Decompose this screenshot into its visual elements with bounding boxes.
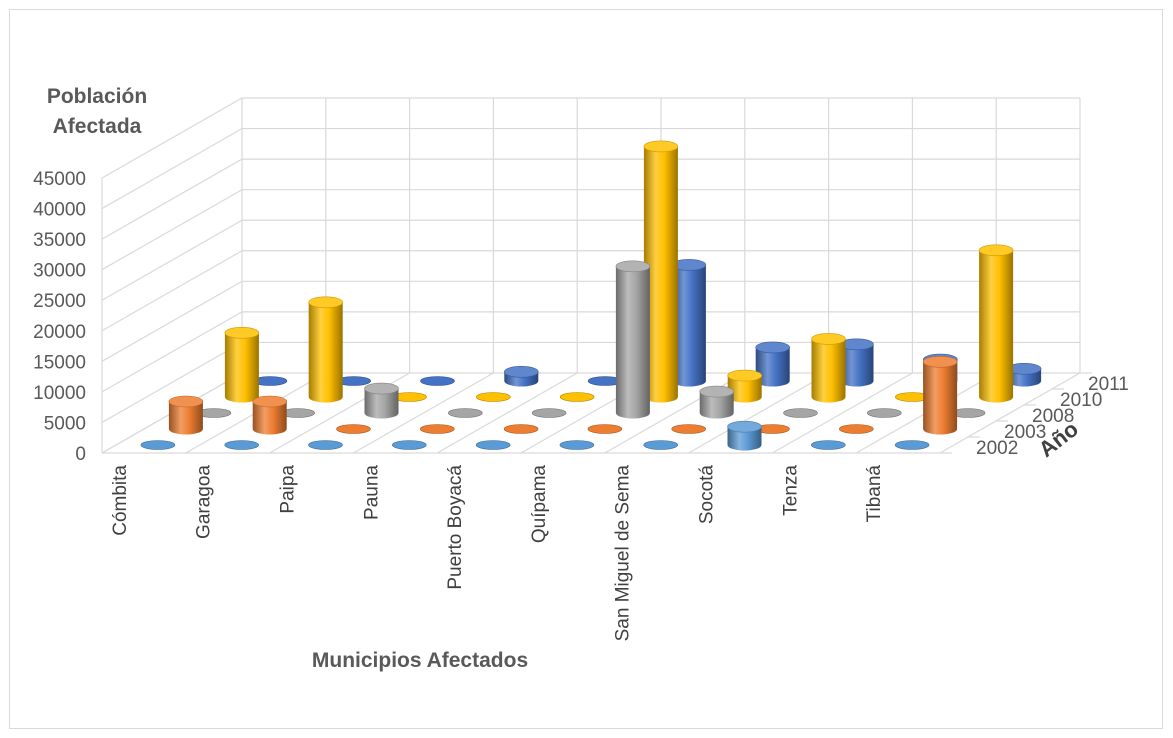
y-tick-label: 20000 (33, 322, 86, 343)
bar-2011-paipa (420, 376, 455, 386)
bar-2010-pauna (475, 392, 511, 402)
gridline-40000 (101, 127, 1080, 210)
bar-2003-cómbita (168, 395, 204, 435)
category-label: Quípama (529, 465, 550, 544)
y-axis-ticks: 0 5000 10000 15000 20000 25000 30000 35000 40000… (33, 169, 86, 465)
bar-2010-garagoa (308, 296, 344, 403)
bar-2008-san-miguel-de-sema (699, 385, 735, 419)
floor-line (939, 372, 1081, 454)
floor-line (772, 372, 913, 454)
floor-line (436, 372, 578, 454)
gridline-30000 (101, 189, 1080, 271)
y-tick-label: 30000 (33, 261, 86, 282)
y-tick-label: 40000 (33, 200, 86, 221)
y-tick-label: 10000 (33, 383, 86, 404)
bar-2002-socotá (727, 420, 762, 451)
y-axis-title-line2: Afectada (53, 115, 142, 138)
bar-2003-pauna (419, 424, 455, 434)
bar-2003-tenza (838, 424, 874, 434)
bar-2010-cómbita (224, 327, 260, 403)
gridline-35000 (101, 158, 1080, 240)
y-tick-label: 35000 (33, 230, 86, 251)
category-label: Cómbita (110, 465, 131, 536)
y-tick-label: 25000 (33, 291, 86, 312)
bar-2002-garagoa (224, 440, 259, 450)
bar-2008-tenza (866, 408, 902, 418)
bar-2008-pauna (447, 408, 483, 418)
bar-2008-puerto-boyacá (531, 408, 567, 418)
category-label: Puerto Boyacá (445, 465, 466, 590)
bar-2003-tibaná (922, 355, 958, 435)
bar-2002-puerto-boyacá (475, 440, 511, 450)
bar-2002-pauna (391, 440, 427, 450)
bar-2011-tibaná (1006, 362, 1042, 387)
grid-lines (101, 97, 1092, 454)
bar-2003-paipa (336, 424, 371, 434)
bar-2003-garagoa (252, 395, 288, 435)
y-tick-label: 45000 (33, 169, 86, 190)
series-label-2003: 2003 (1004, 422, 1046, 443)
bar-2008-quípama (615, 260, 651, 419)
bar-2010-tibaná (978, 244, 1014, 403)
bar-2010-socotá (811, 333, 846, 403)
category-label: Tenza (780, 465, 801, 516)
bar-2010-san-miguel-de-sema (727, 369, 763, 403)
bar-2003-san-miguel-de-sema (671, 424, 707, 434)
bar-2003-quípama (587, 424, 623, 434)
y-tick-label: 0 (75, 444, 86, 465)
x-axis-title: Municipios Afectados (312, 649, 528, 672)
gridline-45000 (101, 97, 1080, 179)
y-axis-title-line1: Población (47, 85, 147, 108)
category-label: Socotá (697, 465, 718, 525)
bar-2002-cómbita (140, 440, 176, 450)
bar-2011-pauna (503, 366, 539, 387)
x-axis-category-labels: Cómbita Garagoa Paipa Pauna Puerto Boyacá Quí… (110, 465, 885, 642)
bar-2002-tibaná (894, 440, 930, 450)
bar-2011-socotá (839, 338, 874, 387)
series-label-2008: 2008 (1032, 406, 1074, 427)
category-label: Garagoa (194, 465, 215, 539)
gridline-25000 (101, 219, 1080, 301)
category-label: San Miguel de Sema (613, 465, 634, 642)
floor-line (688, 372, 829, 454)
y-tick-label: 5000 (44, 413, 86, 434)
bar-2008-paipa (364, 382, 399, 419)
bar-2002-paipa (308, 440, 343, 450)
category-label: Pauna (361, 465, 382, 520)
bar-2002-san-miguel-de-sema (643, 440, 679, 450)
bar-2008-socotá (783, 408, 818, 418)
bar-2010-quípama (643, 140, 679, 403)
bar-2003-puerto-boyacá (503, 424, 539, 434)
floor-line (353, 372, 494, 454)
series-label-2010: 2010 (1060, 390, 1102, 411)
bar-2002-quípama (559, 440, 595, 450)
bar-2011-quípama (671, 259, 707, 387)
bar-2011-san-miguel-de-sema (755, 341, 791, 387)
bar-2002-tenza (810, 440, 846, 450)
category-label: Tibaná (864, 465, 885, 523)
y-tick-label: 15000 (33, 352, 86, 373)
category-label: Paipa (278, 465, 299, 514)
series-label-2002: 2002 (976, 438, 1018, 459)
bars-layer (140, 140, 1042, 451)
gridline-20000 (101, 250, 1080, 332)
bar-2010-puerto-boyacá (559, 392, 595, 402)
series-label-2011: 2011 (1088, 374, 1129, 395)
